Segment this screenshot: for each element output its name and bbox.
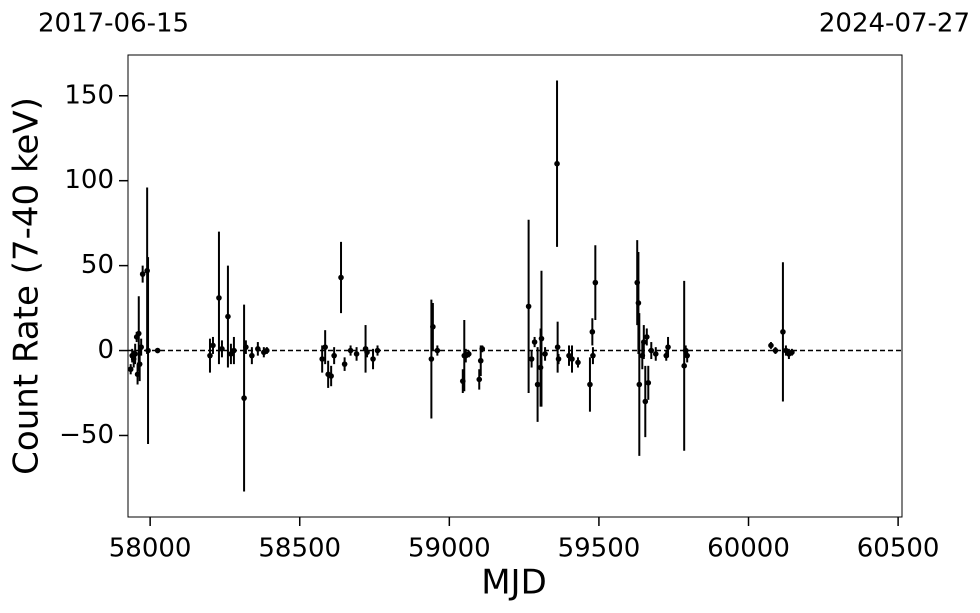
data-point (780, 329, 786, 335)
data-point (531, 339, 538, 345)
data-point (319, 356, 325, 362)
data-point (216, 295, 222, 301)
data-point (241, 395, 247, 401)
x-tick-label: 59000 (408, 534, 491, 564)
data-point (144, 267, 150, 274)
data-point (789, 349, 795, 356)
data-point (154, 347, 161, 354)
data-point (665, 344, 671, 350)
data-point (370, 356, 376, 362)
x-tick-label: 58000 (109, 534, 192, 564)
data-point (525, 303, 532, 310)
data-point (592, 279, 599, 286)
x-tick-label: 60500 (857, 534, 940, 564)
x-tick-label: 58500 (258, 534, 341, 564)
data-point (587, 381, 593, 388)
data-point (477, 357, 484, 364)
data-point (534, 381, 541, 388)
data-point (138, 344, 144, 350)
data-point (528, 356, 535, 362)
data-point (684, 352, 690, 359)
data-point (645, 380, 652, 386)
data-point (537, 364, 544, 371)
data-point (328, 373, 334, 379)
data-point (459, 378, 466, 384)
data-point (207, 352, 213, 359)
data-point (331, 352, 337, 359)
data-point (476, 376, 483, 383)
data-point (635, 300, 642, 306)
data-point (641, 339, 647, 345)
data-point (634, 279, 641, 286)
data-point (243, 344, 249, 350)
data-point (210, 342, 216, 349)
data-point (652, 351, 659, 357)
y-axis-label: Count Rate (7-40 keV) (7, 97, 47, 475)
y-tick-label: 150 (64, 80, 114, 110)
data-point (663, 352, 670, 359)
x-axis-label: MJD (481, 563, 547, 603)
data-point (569, 356, 575, 362)
data-point (590, 352, 596, 359)
data-point (682, 347, 689, 354)
y-tick-label: 100 (64, 165, 114, 195)
data-point (479, 346, 486, 352)
y-tick-label: 50 (81, 250, 114, 280)
data-point (225, 313, 231, 320)
data-point (322, 344, 328, 350)
end-date: 2024-07-27 (819, 9, 970, 39)
data-point (430, 323, 436, 330)
data-point (338, 274, 344, 281)
data-point (542, 351, 548, 357)
start-date: 2017-06-15 (38, 9, 189, 39)
data-point (341, 361, 348, 367)
data-point (264, 347, 270, 354)
data-point (642, 398, 649, 405)
data-point (538, 335, 545, 342)
data-point (231, 347, 237, 354)
data-point (554, 344, 561, 350)
data-point (434, 347, 441, 354)
data-point (145, 347, 151, 354)
data-point (347, 347, 354, 354)
data-point (639, 352, 646, 359)
plot-frame (127, 54, 903, 518)
data-point (589, 329, 596, 335)
x-tick-label: 60000 (707, 534, 790, 564)
data-point (428, 356, 435, 362)
data-point (374, 347, 381, 354)
y-tick-label: −50 (59, 420, 114, 450)
data-point (353, 351, 360, 357)
x-tick-label: 59500 (558, 534, 641, 564)
data-point (364, 349, 370, 356)
data-point (219, 346, 225, 352)
data-point (249, 352, 255, 359)
data-point (636, 381, 643, 388)
data-point (648, 347, 655, 354)
data-point (681, 363, 687, 369)
data-point (768, 342, 774, 349)
data-point (575, 359, 581, 366)
data-point (132, 351, 138, 357)
data-point (135, 330, 142, 337)
data-point (134, 371, 141, 378)
data-point (554, 160, 560, 167)
data-point (139, 271, 146, 277)
data-point (130, 356, 137, 362)
data-point (255, 346, 261, 352)
data-point (643, 334, 650, 340)
y-tick-label: 0 (97, 335, 114, 365)
data-point (136, 361, 143, 367)
data-point (772, 347, 779, 354)
data-point (555, 356, 562, 362)
data-point (127, 366, 134, 373)
data-point (465, 351, 472, 357)
